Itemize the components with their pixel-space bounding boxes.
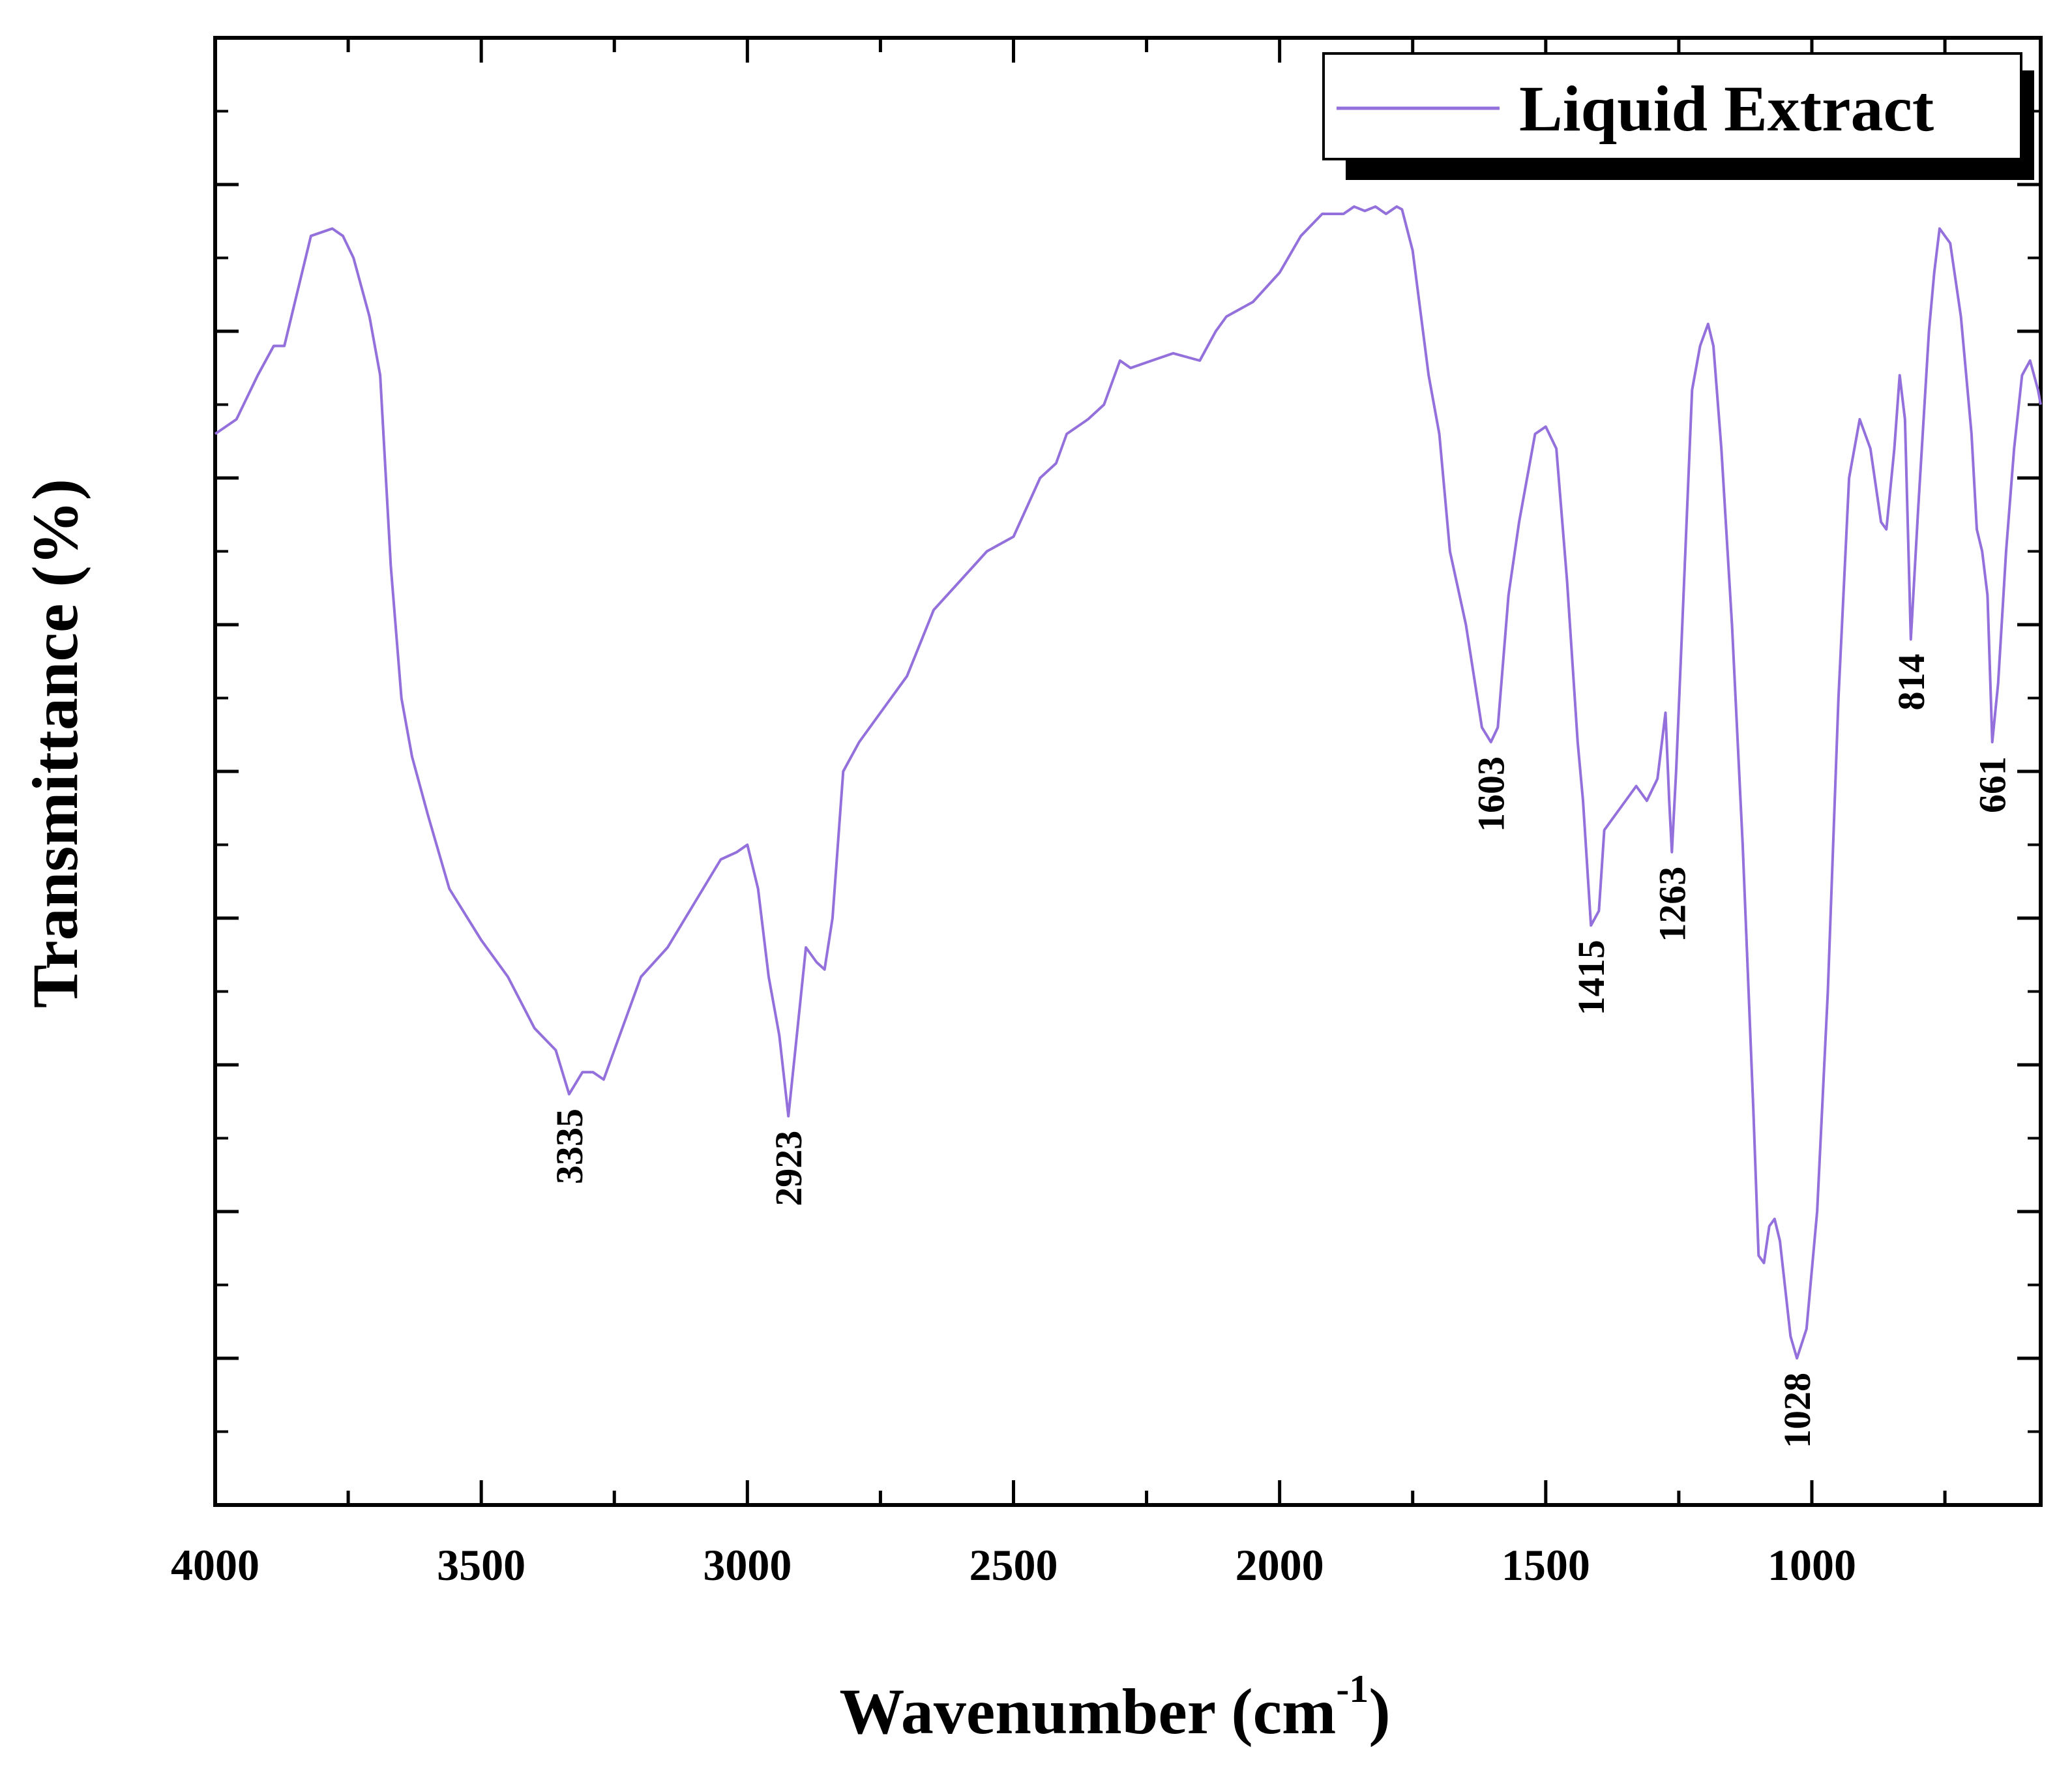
x-axis-title-close: ) bbox=[1369, 1675, 1390, 1748]
x-axis-title: Wavenumber (cm-1) bbox=[839, 1667, 1390, 1748]
legend: Liquid Extract bbox=[1322, 52, 2034, 180]
plot-frame bbox=[213, 36, 2043, 1507]
peak-label: 1603 bbox=[1470, 756, 1513, 832]
x-tick-label: 2000 bbox=[1236, 1540, 1324, 1590]
legend-box bbox=[1322, 52, 2022, 160]
x-tick-label: 3000 bbox=[703, 1540, 792, 1590]
x-tick-label: 2500 bbox=[969, 1540, 1058, 1590]
axis-ticks bbox=[213, 36, 2041, 1507]
x-tick-label: 3500 bbox=[437, 1540, 525, 1590]
peak-label: 1263 bbox=[1651, 867, 1693, 942]
peak-annotations: 3335 2923 1603 1415 1263 1028 814 661 bbox=[548, 654, 2014, 1449]
peak-label: 1415 bbox=[1570, 940, 1612, 1015]
x-tick-label: 1500 bbox=[1502, 1540, 1590, 1590]
peak-label: 1028 bbox=[1776, 1373, 1818, 1448]
x-tick-label: 4000 bbox=[171, 1540, 259, 1590]
peak-label: 2923 bbox=[767, 1131, 810, 1206]
peak-label: 3335 bbox=[548, 1109, 591, 1184]
series-line-liquid-extract bbox=[214, 205, 2042, 1360]
y-axis-title: Transmittance (%) bbox=[19, 479, 91, 1008]
peak-label: 814 bbox=[1890, 654, 1932, 711]
x-tick-label: 1000 bbox=[1768, 1540, 1856, 1590]
legend-label: Liquid Extract bbox=[1519, 72, 1934, 145]
x-tick-labels: 4000 3500 3000 2500 2000 1500 1000 bbox=[171, 1540, 1856, 1590]
x-axis-title-main: Wavenumber (cm bbox=[839, 1675, 1336, 1748]
x-axis-title-superscript: -1 bbox=[1336, 1667, 1369, 1710]
peak-label: 661 bbox=[1972, 756, 2014, 813]
